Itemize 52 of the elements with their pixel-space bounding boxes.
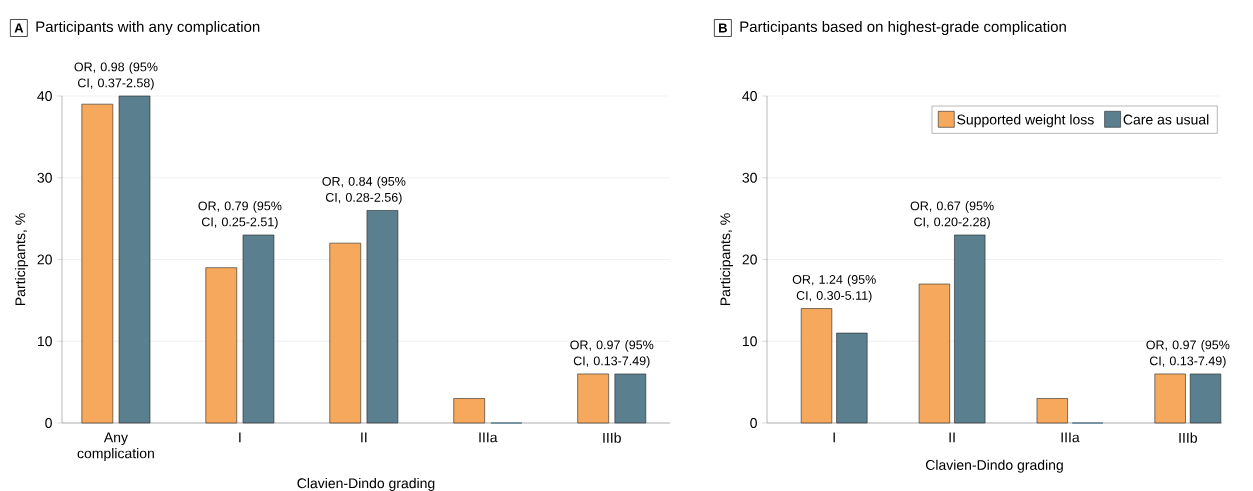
- x-tick-label: II: [361, 432, 367, 443]
- x-tick-label: IIIb: [1179, 432, 1197, 443]
- x-tick-label: I: [833, 432, 835, 443]
- bar: [918, 283, 951, 424]
- bar: [81, 103, 114, 424]
- x-axis-title: Clavien-Dindo grading: [297, 477, 435, 491]
- bar: [366, 210, 399, 424]
- y-tick-label: 30: [37, 172, 52, 183]
- chart-title: Participants based on highest-grade complication: [740, 21, 1066, 35]
- annotation: OR, 0.67 (95% CI, 0.20-2.28): [910, 201, 994, 229]
- y-tick-label: 20: [37, 254, 52, 265]
- x-tick-label: Any complication: [77, 432, 154, 462]
- x-tick-label: IIIa: [1061, 432, 1080, 443]
- x-axis-title: Clavien-Dindo grading: [925, 459, 1063, 473]
- y-tick-label: 40: [37, 91, 52, 101]
- x-tick-label: IIIa: [479, 432, 498, 443]
- y-tick-label: 0: [750, 418, 757, 428]
- y-axis-title: Participants, %: [14, 213, 29, 306]
- bar: [800, 308, 833, 424]
- bar: [205, 267, 238, 424]
- y-tick-label: 10: [742, 336, 757, 347]
- annotation: OR, 0.98 (95% CI, 0.37-2.58): [74, 62, 158, 90]
- y-tick-label: 20: [742, 254, 757, 265]
- bar: [614, 373, 647, 424]
- y-tick-label: 40: [742, 91, 757, 101]
- x-tick-label: I: [239, 432, 241, 443]
- annotation: OR, 0.79 (95% CI, 0.25-2.51): [198, 201, 282, 229]
- text: A: [14, 23, 24, 33]
- y-axis-title: Participants, %: [719, 213, 734, 306]
- annotation: OR, 0.97 (95% CI, 0.13-7.49): [1146, 340, 1230, 368]
- annotation: OR, 1.24 (95% CI, 0.30-5.11): [792, 274, 876, 303]
- bar: [453, 398, 485, 424]
- bar: [1189, 373, 1222, 424]
- bar: [1154, 373, 1186, 424]
- y-tick-label: 30: [742, 172, 757, 183]
- legend-label: Care as usual: [1123, 114, 1209, 125]
- y-tick-label: 0: [45, 418, 52, 428]
- bar: [954, 234, 986, 424]
- x-tick-label: II: [949, 432, 955, 443]
- bar: [577, 373, 609, 424]
- annotation: OR, 0.84 (95% CI, 0.28-2.56): [322, 176, 406, 205]
- text: B: [719, 23, 727, 33]
- x-tick-label: IIIb: [603, 432, 621, 443]
- legend-label: Supported weight loss: [957, 114, 1094, 128]
- annotation: OR, 0.97 (95% CI, 0.13-7.49): [570, 340, 654, 368]
- chart-title: Participants with any complication: [36, 21, 260, 35]
- bar: [118, 95, 151, 424]
- bar: [329, 242, 362, 424]
- bar: [242, 234, 275, 424]
- bar: [1036, 398, 1068, 424]
- bar: [836, 332, 868, 424]
- y-tick-label: 10: [37, 336, 52, 347]
